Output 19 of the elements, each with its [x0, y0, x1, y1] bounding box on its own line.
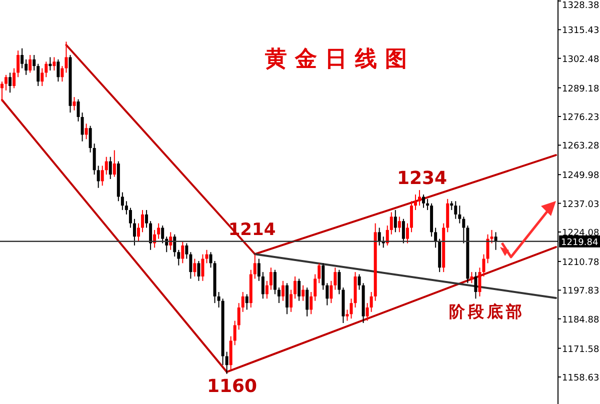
y-tick-label: 1224.08: [562, 228, 600, 239]
ref-line-label: 1219.84: [561, 238, 598, 248]
y-tick-label: 1249.98: [562, 171, 600, 182]
y-tick-label: 1171.58: [562, 344, 600, 355]
annotation: 1234: [396, 168, 448, 189]
y-tick-label: 1237.03: [562, 200, 600, 210]
y-tick-label: 1184.88: [562, 315, 600, 326]
y-tick-label: 1328.38: [562, 1, 600, 11]
y-tick-label: 1315.43: [562, 26, 600, 36]
y-tick-label: 1263.28: [562, 142, 600, 152]
y-tick-label: 1276.23: [562, 112, 600, 123]
annotation: 阶段底部: [449, 302, 525, 321]
y-tick-label: 1289.18: [562, 84, 600, 94]
y-tick-label: 1210.78: [562, 258, 600, 268]
annotation: 1160: [206, 376, 258, 397]
y-tick-label: 1197.83: [562, 286, 600, 297]
y-tick-label: 1302.48: [562, 54, 600, 65]
text: 黄金日线图: [264, 47, 415, 72]
y-tick-label: 1158.63: [562, 373, 600, 384]
